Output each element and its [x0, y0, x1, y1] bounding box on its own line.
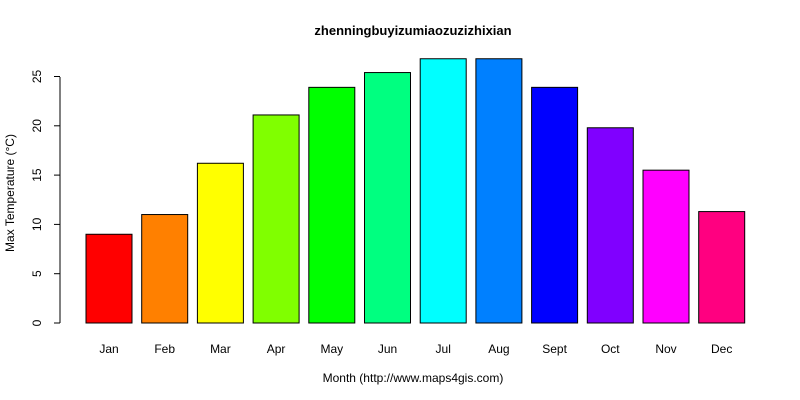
x-tick-label: Dec — [711, 342, 732, 356]
x-tick-label: Sept — [542, 342, 567, 356]
bar-aug — [475, 58, 523, 324]
bars — [85, 58, 746, 324]
bar-dec — [698, 211, 746, 324]
x-tick-label: Jul — [436, 342, 451, 356]
x-tick-label: Jun — [378, 342, 397, 356]
y-tick-label: 10 — [30, 217, 44, 231]
bar-nov — [642, 169, 690, 324]
y-tick-label: 25 — [30, 70, 44, 84]
bar-feb — [141, 214, 189, 324]
y-tick-label: 20 — [30, 119, 44, 133]
x-axis-label: Month (http://www.maps4gis.com) — [323, 371, 504, 385]
x-tick-label: Feb — [154, 342, 175, 356]
bar-jul — [419, 58, 467, 324]
bar-mar — [196, 162, 244, 324]
x-tick-label: Oct — [601, 342, 620, 356]
bar-jun — [364, 72, 411, 324]
x-axis-tick-labels: Jan Feb Mar Apr May Jun Jul Aug Sept Oct Nov Dec — [99, 342, 732, 356]
y-axis-ticks: 0 5 10 15 20 25 — [30, 70, 60, 326]
bar-jan — [85, 233, 133, 324]
y-tick-label: 5 — [30, 270, 44, 277]
bar-oct — [586, 127, 634, 324]
chart-title: zhenningbuyizumiaozuzizhixian — [314, 23, 511, 38]
x-tick-label: May — [320, 342, 343, 356]
x-tick-label: Mar — [210, 342, 231, 356]
y-axis-label: Max Temperature (°C) — [3, 134, 17, 252]
x-tick-label: Aug — [488, 342, 509, 356]
y-tick-label: 0 — [30, 319, 44, 326]
bar-may — [308, 86, 356, 324]
bar-sept — [531, 86, 579, 324]
bar-apr — [252, 114, 300, 324]
y-tick-label: 15 — [30, 168, 44, 182]
x-tick-label: Jan — [99, 342, 118, 356]
x-tick-label: Nov — [655, 342, 676, 356]
x-tick-label: Apr — [267, 342, 286, 356]
